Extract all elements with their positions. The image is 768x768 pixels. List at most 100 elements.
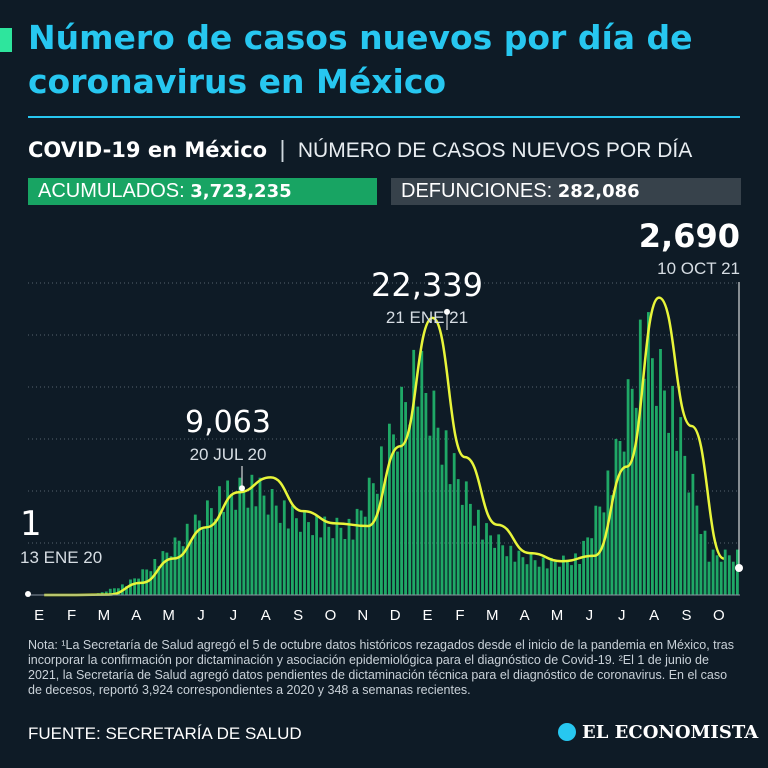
bar [388,423,391,595]
bar [169,556,173,595]
bar [477,509,480,595]
bar [392,434,395,595]
bar [683,455,687,595]
bar [327,526,331,595]
bar [250,474,254,595]
el-economista-logo: EL ECONOMISTA [558,722,758,743]
bar [367,477,371,595]
bar [238,477,242,595]
bar [497,534,501,595]
bar [473,525,476,595]
annotation-value: 1 [20,504,42,544]
bar [699,534,703,595]
annotation-dot [444,308,450,315]
bar [610,495,614,595]
bar [420,350,424,595]
acumulados-value: 3,723,235 [190,181,292,202]
bar [323,516,327,595]
bar [659,349,662,595]
x-tick-label: J [197,607,205,624]
bar [214,518,217,595]
annotation-date: 13 ENE 20 [20,548,102,567]
bar [173,537,177,595]
bar [125,586,128,595]
annotation-value: 2,690 [639,217,740,255]
defunciones-value: 282,086 [557,181,640,202]
bar [456,479,460,595]
bar [436,427,440,595]
bar [464,481,468,595]
bar [408,424,412,595]
bar [315,514,318,595]
bar [582,540,585,595]
bar [444,430,448,595]
bar [647,312,650,595]
bar [602,512,606,595]
bar [129,579,132,595]
title-accent-bar [0,28,12,52]
bar [549,557,553,595]
bar [618,441,622,595]
x-tick-label: F [455,607,464,624]
bar [165,552,169,595]
bar [711,549,715,595]
bar [242,491,246,595]
bar [505,556,509,595]
x-tick-label: A [649,607,659,624]
bar [181,546,185,595]
bar [113,588,116,595]
bar [642,378,646,595]
bar [440,464,444,595]
bar [594,505,598,595]
bar [384,478,387,595]
bar [274,505,278,595]
x-tick-label: M [162,607,175,624]
bar [222,511,225,595]
bar [246,507,250,595]
x-tick-label: D [390,607,401,624]
bar [448,484,452,595]
x-tick-label: S [293,607,303,624]
acumulados-label: ACUMULADOS: [38,180,185,202]
bar [416,406,420,595]
bar [727,555,731,595]
bar [295,518,298,595]
x-tick-label: O [713,607,725,624]
chart-note: Nota: ¹La Secretaría de Salud agregó el … [28,638,734,697]
annotation-dot [735,564,743,572]
bar [529,554,533,595]
bar [485,523,488,595]
bar [218,486,221,595]
bar [161,551,165,595]
bar [651,358,654,595]
subtitle-separator: | [279,136,286,162]
logo-icon [558,723,576,741]
bar [736,549,739,595]
bar [432,390,436,595]
x-tick-label: O [325,607,337,624]
bar [501,545,505,595]
bar [282,500,286,595]
bar [347,518,351,595]
bar [707,561,711,595]
x-tick-label: J [618,607,626,624]
bar [570,565,573,595]
bar [153,559,157,595]
x-tick-label: M [551,607,564,624]
bar [177,540,181,595]
bar [258,477,262,595]
bar [262,495,266,595]
bar [566,559,569,595]
source-text: FUENTE: SECRETARÍA DE SALUD [28,724,302,743]
x-tick-label: J [586,607,594,624]
bar [460,504,464,595]
bar [303,510,306,595]
bar [193,514,197,595]
bar [521,557,525,595]
bar [307,522,310,595]
x-tick-label: M [486,607,499,624]
annotation-dot [25,591,31,597]
bar [380,446,383,595]
bar [695,505,699,595]
